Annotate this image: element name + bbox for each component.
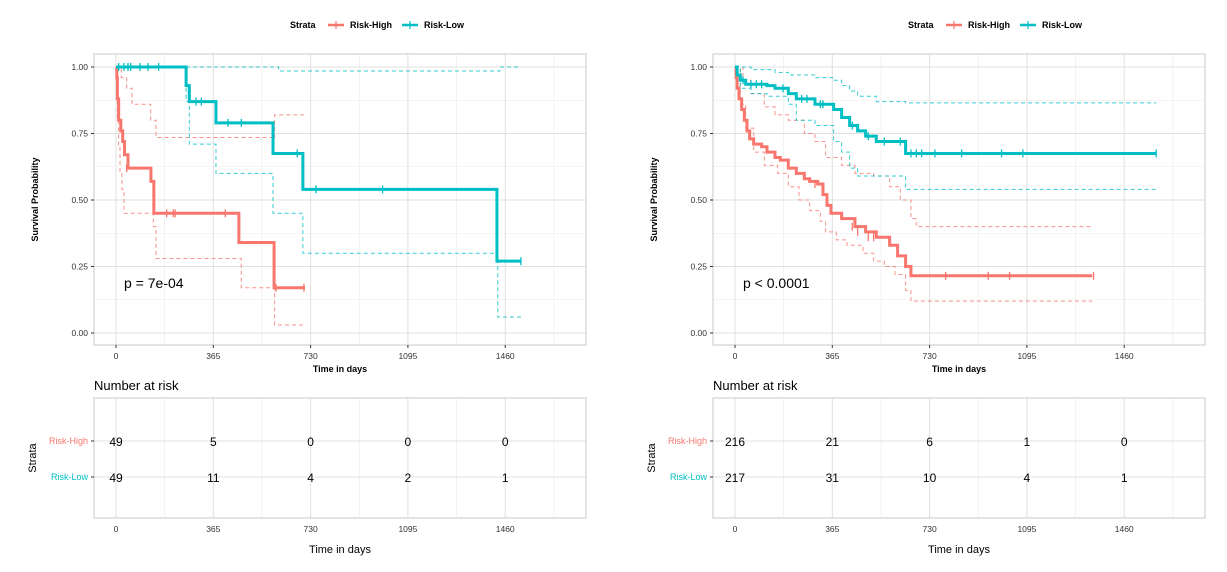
risk-count-cell: 5 (210, 435, 217, 449)
survival-curve-risk-high (734, 65, 1093, 278)
risk-count-cell: 0 (502, 435, 509, 449)
risk-table-area (713, 398, 1205, 518)
legend-label-risk-high: Risk-High (350, 20, 392, 30)
ci-upper-risk-low (116, 66, 521, 72)
y-tick-label: 0.25 (71, 262, 88, 272)
risk-x-axis-title: Time in days (309, 544, 371, 556)
risk-table-title: Number at risk (94, 378, 179, 393)
legend-label-risk-low: Risk-Low (1042, 20, 1083, 30)
survival-curve-risk-low (116, 65, 521, 263)
ci-upper-risk-low (735, 66, 1157, 104)
x-tick-label: 730 (304, 351, 318, 361)
legend: Strata Risk-High Risk-Low (290, 20, 465, 30)
risk-row-label-risk-low: Risk-Low (670, 472, 708, 482)
risk-x-axis-title: Time in days (928, 544, 990, 556)
risk-y-axis-title: Strata (27, 442, 39, 472)
survival-curve-risk-low (735, 65, 1157, 155)
risk-count-cell: 2 (405, 471, 412, 485)
p-value-annotation: p < 0.0001 (743, 275, 810, 291)
risk-count-cell: 4 (307, 471, 314, 485)
ci-lower-risk-high (735, 66, 1093, 302)
x-tick-label: 730 (923, 351, 937, 361)
risk-table-area (94, 398, 586, 518)
x-tick-label: 0 (733, 351, 738, 361)
legend-label-risk-high: Risk-High (968, 20, 1010, 30)
y-tick-label: 0.25 (690, 262, 707, 272)
p-value-annotation: p = 7e-04 (124, 275, 184, 291)
risk-row-label-risk-low: Risk-Low (51, 472, 89, 482)
risk-x-tick-label: 365 (206, 524, 220, 534)
risk-table-border (93, 397, 587, 519)
y-tick-label: 0.00 (690, 328, 707, 338)
risk-count-cell: 11 (207, 471, 220, 485)
risk-x-tick-label: 730 (923, 524, 937, 534)
risk-table-border (712, 397, 1206, 519)
risk-count-cell: 49 (109, 435, 123, 449)
x-tick-label: 0 (114, 351, 119, 361)
risk-count-cell: 49 (109, 471, 123, 485)
ci-upper-risk-high (116, 66, 306, 140)
risk-x-tick-label: 365 (825, 524, 839, 534)
x-tick-label: 1095 (1017, 351, 1036, 361)
y-tick-label: 1.00 (690, 62, 707, 72)
risk-count-cell: 31 (826, 471, 840, 485)
risk-x-tick-label: 1095 (398, 524, 417, 534)
legend-title: Strata (908, 20, 935, 30)
risk-count-cell: 1 (502, 471, 509, 485)
y-tick-label: 0.50 (71, 195, 88, 205)
risk-count-cell: 0 (307, 435, 314, 449)
ci-upper-risk-high (735, 66, 1093, 228)
x-axis-title: Time in days (313, 364, 367, 374)
x-tick-label: 1460 (496, 351, 515, 361)
risk-x-tick-label: 1460 (1115, 524, 1134, 534)
y-tick-label: 0.75 (690, 129, 707, 139)
risk-x-tick-label: 0 (733, 524, 738, 534)
y-tick-label: 0.50 (690, 195, 707, 205)
legend-title: Strata (290, 20, 317, 30)
risk-count-cell: 217 (725, 471, 745, 485)
risk-count-cell: 1 (1121, 471, 1128, 485)
ci-lower-risk-high (116, 66, 306, 326)
risk-x-tick-label: 1460 (496, 524, 515, 534)
survival-curve-risk-high (115, 65, 306, 290)
y-axis-title: Survival Probability (30, 157, 40, 241)
risk-count-cell: 0 (405, 435, 412, 449)
x-tick-label: 1460 (1115, 351, 1134, 361)
y-tick-label: 1.00 (71, 62, 88, 72)
risk-count-cell: 0 (1121, 435, 1128, 449)
y-tick-label: 0.75 (71, 129, 88, 139)
risk-table: Number at risk Risk-High 49 5 0 0 0 Risk-Low 49 1… (27, 378, 587, 556)
risk-row-label-risk-high: Risk-High (668, 436, 707, 446)
risk-x-tick-label: 730 (304, 524, 318, 534)
y-tick-label: 0.00 (71, 328, 88, 338)
risk-count-cell: 4 (1024, 471, 1031, 485)
legend-label-risk-low: Risk-Low (424, 20, 465, 30)
risk-count-cell: 10 (923, 471, 937, 485)
risk-count-cell: 216 (725, 435, 745, 449)
km-panel-2: Strata Risk-High Risk-Low 0.00 0.25 0.50 0.75 1… (646, 20, 1206, 556)
risk-y-axis-title: Strata (646, 442, 658, 472)
y-axis-title: Survival Probability (649, 157, 659, 241)
x-tick-label: 365 (206, 351, 220, 361)
legend: Strata Risk-High Risk-Low (908, 20, 1083, 30)
risk-row-label-risk-high: Risk-High (49, 436, 88, 446)
km-panel-1: Strata Risk-High Risk-Low 0.00 0.25 0.50 0.75 1… (27, 20, 587, 556)
ci-lower-risk-low (735, 66, 1157, 190)
risk-count-cell: 1 (1024, 435, 1031, 449)
risk-x-tick-label: 1095 (1017, 524, 1036, 534)
risk-x-tick-label: 0 (114, 524, 119, 534)
x-tick-label: 365 (825, 351, 839, 361)
x-tick-label: 1095 (398, 351, 417, 361)
risk-count-cell: 6 (926, 435, 933, 449)
x-axis-title: Time in days (932, 364, 986, 374)
risk-table-title: Number at risk (713, 378, 798, 393)
risk-count-cell: 21 (826, 435, 840, 449)
